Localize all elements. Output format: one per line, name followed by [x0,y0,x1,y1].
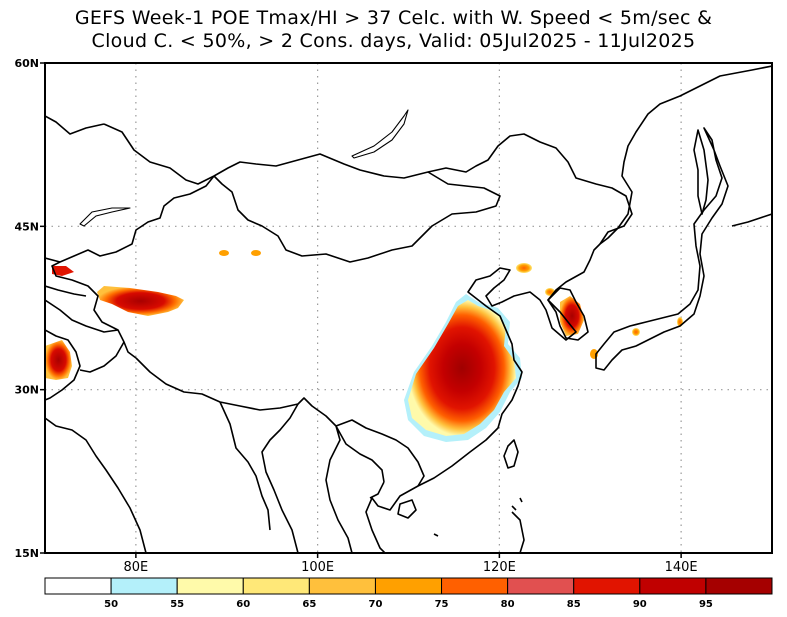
colorbar-swatch [705,577,773,595]
hotspot-central-china-inner [408,300,516,436]
lat-label: 60N [14,57,39,70]
hotspot-fergana [52,266,74,276]
colorbar-label: 60 [236,599,250,610]
colorbar-swatch [507,577,575,595]
colorbar-label: 90 [633,599,647,610]
hotspot-japan-1 [632,328,640,336]
colorbar-label: 75 [435,599,449,610]
coastline-india [45,401,271,553]
colorbar-label: 55 [170,599,184,610]
border-himalaya [135,357,337,427]
colorbar-swatch [441,577,509,595]
hotspot-pakistan [45,340,72,380]
lon-label: 100E [301,560,334,575]
colorbar-swatch [110,577,178,595]
colorbar-swatch [176,577,244,595]
coastline-west [45,115,105,135]
hotspot-mongolia-2 [251,250,261,256]
lat-label: 30N [14,384,39,397]
border-china-west [51,175,215,359]
lake-baikal [351,109,409,159]
colorbar: 50 55 60 65 70 75 80 85 90 95 [44,577,773,610]
lon-label: 140E [665,560,698,575]
hotspot-north-china-coast [516,263,532,273]
longitude-labels: 80E 100E 120E 140E [123,560,697,575]
colorbar-label: 65 [302,599,316,610]
lake-balkhash [79,207,131,227]
border-china-south [335,419,425,487]
colorbar-swatch [308,577,376,595]
map-gridlines [45,63,772,553]
colorbar-swatch [374,577,443,595]
lat-label: 45N [14,220,39,233]
hotspot-tarim [97,286,184,316]
map-title-line-2: Cloud C. < 50%, > 2 Cons. days, Valid: 0… [91,30,696,52]
colorbar-label: 80 [501,599,515,610]
map-title-line-1: GEFS Week-1 POE Tmax/HI > 37 Celc. with … [74,7,713,29]
coastline-sakhalin [693,129,709,215]
lat-label: 15N [14,547,39,560]
border-indochina [261,403,385,553]
axis-ticks [40,62,682,558]
latitude-labels: 60N 45N 30N 15N [14,57,39,560]
island-dots [433,497,523,537]
hotspot-mongolia-1 [219,250,229,256]
coastline-hainan [397,499,417,519]
lon-label: 120E [483,560,516,575]
probability-shading [45,250,683,442]
colorbar-label: 95 [699,599,713,610]
map-frame [44,62,773,554]
colorbar-swatch [639,577,707,595]
border-south-asia-west [45,329,125,401]
colorbar-label: 85 [567,599,581,610]
colorbar-swatch [242,577,310,595]
lon-label: 80E [123,560,148,575]
colorbar-label: 50 [104,599,118,610]
colorbar-swatch [573,577,641,595]
border-central-asia [45,257,119,333]
coastline-kuril [731,213,772,227]
coastline-korea [547,287,589,341]
colorbar-label: 70 [368,599,382,610]
colorbar-swatch [44,577,112,595]
border-mongolia [213,171,501,263]
coastline-east-asia [365,65,772,553]
coastline-luzon [511,511,525,553]
coastlines-and-borders [45,65,772,553]
coastline-taiwan [503,439,519,469]
coastline-japan [595,127,729,371]
